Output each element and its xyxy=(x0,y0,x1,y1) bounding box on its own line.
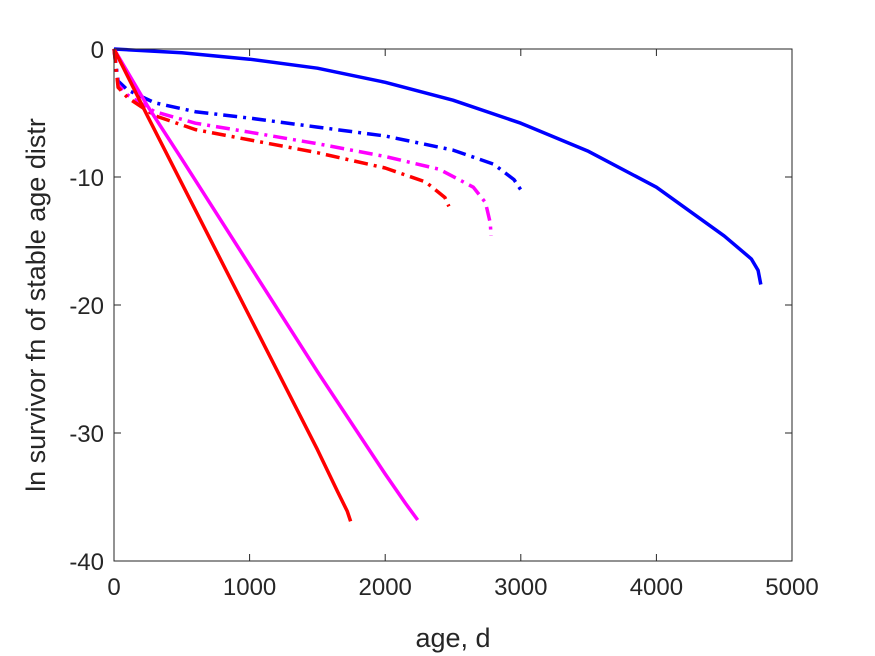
x-tick-labels: 0 1000 2000 3000 4000 5000 xyxy=(107,574,818,601)
y-tick-label: 0 xyxy=(91,37,104,64)
x-tick-label: 5000 xyxy=(765,574,818,601)
x-tick-label: 2000 xyxy=(359,574,412,601)
x-tick-label: 1000 xyxy=(223,574,276,601)
series-layer xyxy=(112,47,763,522)
x-tick-label: 4000 xyxy=(630,574,683,601)
ticks-layer xyxy=(113,48,793,562)
x-tick-label: 3000 xyxy=(494,574,547,601)
x-axis-label: age, d xyxy=(415,623,490,653)
series-line-5 xyxy=(112,48,420,522)
series-line-2 xyxy=(112,48,523,191)
y-tick-label: -10 xyxy=(69,165,104,192)
y-tick-labels: 0 -10 -20 -30 -40 xyxy=(69,37,104,576)
series-line-6 xyxy=(112,48,353,522)
plot-background xyxy=(114,49,792,561)
x-tick-label: 0 xyxy=(107,574,120,601)
y-axis-label: ln survivor fn of stable age distr xyxy=(21,118,51,492)
y-tick-label: -40 xyxy=(69,549,104,576)
y-tick-label: -30 xyxy=(69,421,104,448)
y-tick-label: -20 xyxy=(69,293,104,320)
series-line-4 xyxy=(112,48,451,208)
series-line-1 xyxy=(113,47,763,285)
